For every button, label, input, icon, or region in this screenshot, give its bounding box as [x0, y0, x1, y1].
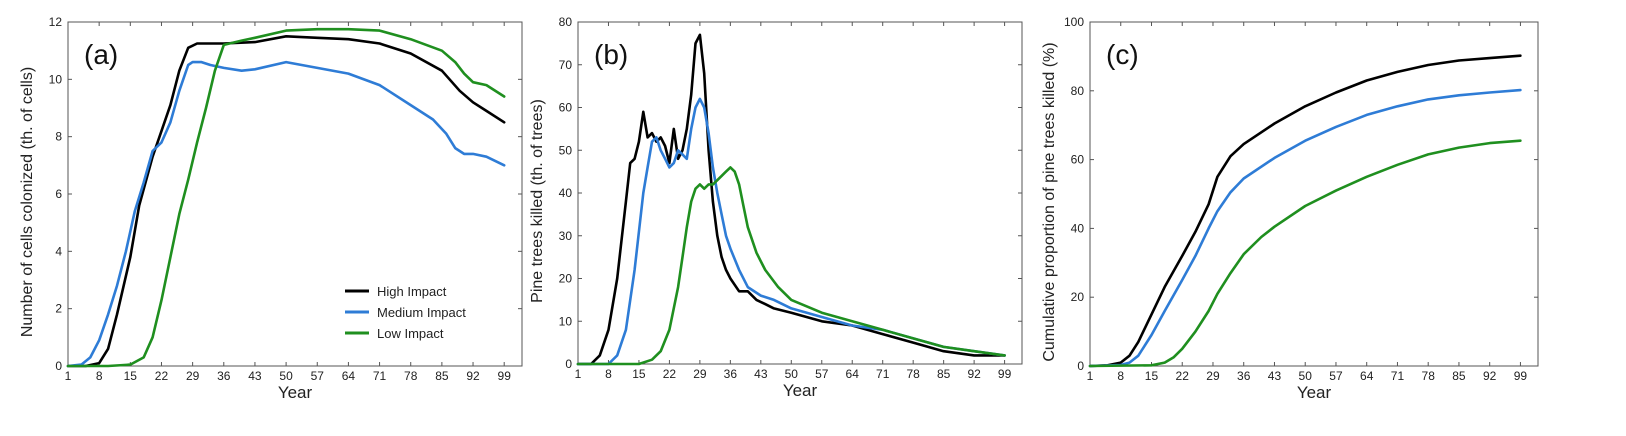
y-tick-label: 0	[1077, 359, 1084, 373]
x-tick-label: 29	[1206, 369, 1220, 383]
series-line-low	[576, 166, 1006, 366]
panel-label: (a)	[84, 39, 118, 70]
y-tick-label: 30	[559, 229, 573, 243]
y-axis-label: Number of cells colonized (th. of cells)	[19, 67, 36, 337]
x-tick-label: 71	[1391, 369, 1405, 383]
x-tick-label: 29	[693, 367, 707, 381]
x-tick-label: 71	[876, 367, 890, 381]
x-tick-label: 85	[937, 367, 951, 381]
x-tick-label: 85	[435, 369, 449, 383]
x-tick-label: 22	[1176, 369, 1190, 383]
x-tick-label: 57	[311, 369, 325, 383]
x-tick-label: 15	[124, 369, 138, 383]
x-tick-label: 50	[1299, 369, 1313, 383]
y-tick-label: 20	[1071, 290, 1085, 304]
x-tick-label: 15	[1145, 369, 1159, 383]
y-tick-label: 2	[55, 302, 62, 316]
x-tick-label: 36	[1237, 369, 1251, 383]
y-tick-label: 40	[1071, 221, 1085, 235]
x-tick-label: 1	[65, 369, 72, 383]
x-tick-label: 8	[1117, 369, 1124, 383]
y-tick-label: 80	[1071, 84, 1085, 98]
y-tick-label: 20	[559, 272, 573, 286]
x-tick-label: 99	[498, 369, 512, 383]
x-tick-label: 1	[575, 367, 582, 381]
x-tick-label: 43	[248, 369, 262, 383]
y-axis-label: Cumulative proportion of pine trees kill…	[1041, 42, 1058, 361]
x-tick-label: 43	[1268, 369, 1282, 383]
panel-a: 1 8 15 22 29 36 43 50 57 64 71 78 85 92 99 0 2 4 6 8 10 12 Yea…	[19, 15, 523, 402]
x-axis-label: Year	[278, 383, 313, 402]
series-line-high	[66, 35, 506, 368]
x-tick-label: 78	[1422, 369, 1436, 383]
series-line-medium	[576, 97, 1006, 366]
plot-frame	[1089, 21, 1539, 367]
x-tick-label: 99	[1514, 369, 1528, 383]
panel-c: 1 8 15 22 29 36 43 50 57 64 71 78 85 92 99 0 20 40 60 80 100…	[1041, 15, 1539, 402]
x-tick-label: 8	[605, 367, 612, 381]
x-tick-label: 29	[186, 369, 200, 383]
y-tick-label: 50	[559, 143, 573, 157]
y-tick-label: 10	[559, 314, 573, 328]
x-tick-label: 43	[754, 367, 768, 381]
x-tick-label: 99	[998, 367, 1012, 381]
y-tick-label: 4	[55, 244, 62, 258]
x-tick-label: 92	[1483, 369, 1497, 383]
x-tick-label: 64	[1360, 369, 1374, 383]
series-line-low	[66, 27, 506, 368]
x-tick-label: 71	[373, 369, 387, 383]
series-line-low	[1088, 139, 1522, 368]
x-tick-label: 92	[466, 369, 480, 383]
x-tick-label: 50	[785, 367, 799, 381]
y-tick-label: 60	[1071, 153, 1085, 167]
legend-entry: High Impact	[377, 284, 447, 299]
x-tick-label: 92	[967, 367, 981, 381]
x-axis-label: Year	[783, 381, 818, 400]
x-tick-label: 64	[846, 367, 860, 381]
series-line-medium	[66, 60, 506, 368]
panel-label: (c)	[1106, 39, 1139, 70]
x-tick-label: 36	[217, 369, 231, 383]
y-tick-label: 8	[55, 130, 62, 144]
x-tick-label: 22	[663, 367, 677, 381]
x-tick-label: 85	[1452, 369, 1466, 383]
series-line-high	[576, 33, 1006, 366]
legend-entry: Low Impact	[377, 326, 444, 341]
legend: High Impact Medium Impact Low Impact	[345, 284, 466, 341]
x-axis-label: Year	[1297, 383, 1332, 402]
y-tick-label: 12	[49, 15, 63, 29]
y-tick-label: 6	[55, 187, 62, 201]
y-tick-label: 40	[559, 186, 573, 200]
y-tick-label: 100	[1064, 15, 1084, 29]
y-tick-label: 10	[49, 72, 63, 86]
y-axis-label: Pine trees killed (th. of trees)	[529, 99, 546, 303]
x-tick-label: 22	[155, 369, 169, 383]
panel-b: 1 8 15 22 29 36 43 50 57 64 71 78 85 92 99 0 10 20 30 40 50 6…	[529, 15, 1023, 400]
x-tick-label: 64	[342, 369, 356, 383]
x-tick-label: 57	[815, 367, 829, 381]
y-tick-label: 80	[559, 15, 573, 29]
y-tick-label: 60	[559, 101, 573, 115]
y-tick-label: 70	[559, 58, 573, 72]
x-tick-label: 1	[1087, 369, 1094, 383]
x-tick-label: 15	[632, 367, 646, 381]
x-tick-label: 78	[404, 369, 418, 383]
y-tick-label: 0	[565, 357, 572, 371]
x-tick-label: 36	[724, 367, 738, 381]
x-tick-label: 50	[279, 369, 293, 383]
y-tick-label: 0	[55, 359, 62, 373]
x-tick-label: 78	[906, 367, 920, 381]
legend-entry: Medium Impact	[377, 305, 466, 320]
series-line-high	[1088, 54, 1522, 368]
x-tick-label: 57	[1329, 369, 1343, 383]
x-tick-label: 8	[96, 369, 103, 383]
series-line-medium	[1088, 88, 1522, 368]
panel-label: (b)	[594, 39, 628, 70]
